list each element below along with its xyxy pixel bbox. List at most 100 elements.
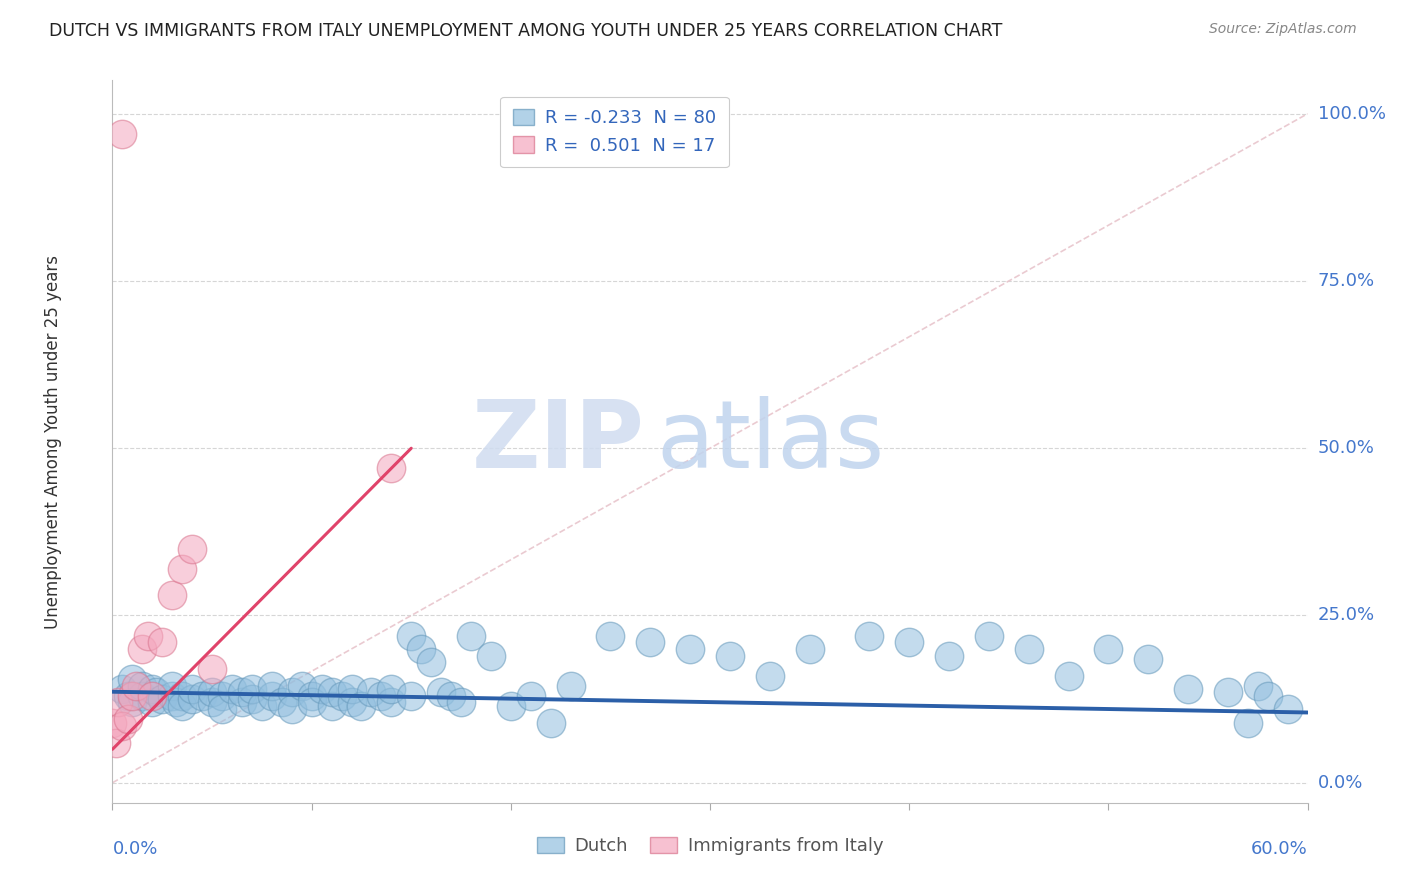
Point [380,696,402,710]
Point [165,696,187,710]
Point [799,642,821,657]
Point [250,698,273,713]
Point [411,642,433,657]
Point [938,648,960,663]
Point [111,681,134,696]
Point [718,648,741,663]
Text: 0.0%: 0.0% [1317,773,1362,792]
Point [340,696,363,710]
Point [1018,642,1040,657]
Point [1247,679,1270,693]
Point [430,685,453,699]
Point [138,628,160,642]
Point [440,689,463,703]
Point [181,541,204,556]
Point [172,689,194,703]
Point [107,696,129,710]
Text: atlas: atlas [657,395,884,488]
Point [231,696,253,710]
Point [201,662,224,676]
Point [679,642,702,657]
Text: 25.0%: 25.0% [1317,607,1375,624]
Point [131,679,153,693]
Text: 0.0%: 0.0% [112,839,157,857]
Text: Unemployment Among Youth under 25 years: Unemployment Among Youth under 25 years [44,254,62,629]
Point [111,127,134,141]
Point [181,681,204,696]
Point [141,689,163,703]
Point [201,685,224,699]
Point [172,562,194,576]
Point [858,628,880,642]
Point [181,692,204,706]
Text: 75.0%: 75.0% [1317,272,1375,290]
Point [201,696,224,710]
Point [520,689,543,703]
Point [1237,715,1260,730]
Point [260,689,283,703]
Point [117,712,139,726]
Text: 100.0%: 100.0% [1317,104,1385,123]
Text: 50.0%: 50.0% [1317,439,1375,458]
Text: ZIP: ZIP [471,395,644,488]
Point [1257,689,1279,703]
Point [499,698,522,713]
Point [401,628,423,642]
Point [360,685,382,699]
Point [125,679,148,693]
Point [121,672,143,686]
Point [640,635,662,649]
Point [145,685,167,699]
Point [560,679,582,693]
Point [121,696,143,710]
Point [221,681,243,696]
Point [141,696,163,710]
Point [231,685,253,699]
Point [131,689,153,703]
Point [141,681,163,696]
Point [1057,669,1080,683]
Point [150,692,173,706]
Point [420,655,443,669]
Point [211,702,233,716]
Point [270,696,292,710]
Point [131,642,153,657]
Point [101,715,124,730]
Point [977,628,1000,642]
Legend: Dutch, Immigrants from Italy: Dutch, Immigrants from Italy [530,830,890,863]
Point [1177,681,1199,696]
Point [330,689,353,703]
Point [240,692,263,706]
Point [211,689,233,703]
Point [172,698,194,713]
Point [479,648,502,663]
Point [311,681,333,696]
Point [1097,642,1119,657]
Point [321,685,343,699]
Point [191,689,214,703]
Point [460,628,482,642]
Point [450,696,472,710]
Point [380,461,402,475]
Point [291,679,314,693]
Point [150,635,173,649]
Point [401,689,423,703]
Point [162,589,183,603]
Point [321,698,343,713]
Point [1137,652,1160,666]
Point [105,735,128,749]
Point [281,685,304,699]
Point [1277,702,1299,716]
Point [898,635,921,649]
Point [111,719,134,733]
Point [1216,685,1239,699]
Point [162,689,183,703]
Point [599,628,621,642]
Point [301,689,323,703]
Point [240,681,263,696]
Point [759,669,782,683]
Point [162,679,183,693]
Point [380,681,402,696]
Point [350,698,373,713]
Text: Source: ZipAtlas.com: Source: ZipAtlas.com [1209,22,1357,37]
